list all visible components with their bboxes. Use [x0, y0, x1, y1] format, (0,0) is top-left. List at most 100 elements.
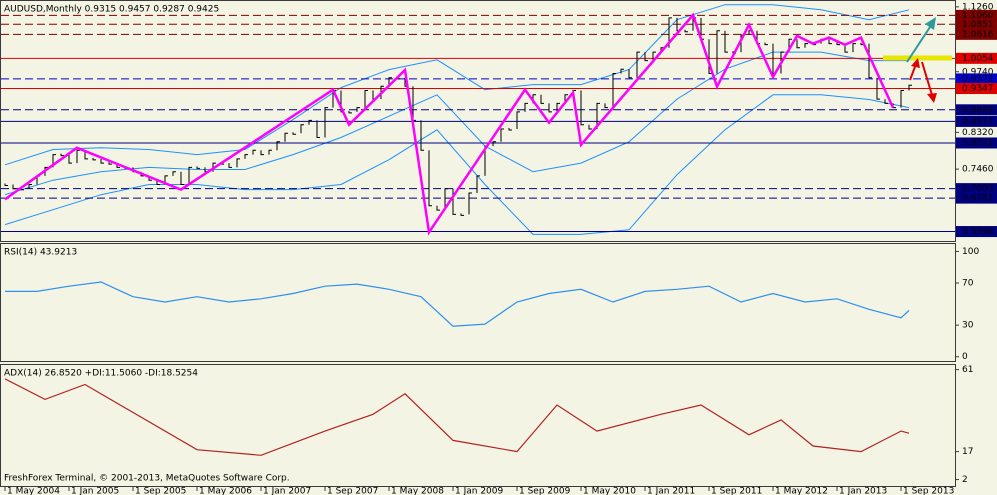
arrow-up	[906, 23, 933, 63]
price-bar	[796, 39, 800, 49]
level-label-box	[956, 183, 997, 195]
x-tick-label: 1 Sep 2013	[903, 487, 954, 495]
price-bar	[684, 29, 688, 33]
price-bar	[500, 128, 504, 142]
price-bar	[196, 166, 200, 169]
price-bar	[236, 158, 240, 168]
price-bar	[716, 30, 720, 74]
price-bar	[908, 84, 912, 91]
price-bar	[84, 150, 88, 160]
level-label-box	[956, 28, 997, 40]
band-upper	[4, 4, 910, 166]
price-bar	[348, 110, 352, 114]
price-bar	[284, 132, 288, 142]
price-bar	[604, 103, 608, 109]
price-bar	[324, 107, 328, 138]
x-tick-label: 1 Sep 2007	[327, 487, 378, 495]
price-bar	[228, 163, 232, 168]
price-bar	[244, 154, 248, 159]
price-bar	[260, 150, 264, 156]
y-tick-label: 0.9740	[962, 67, 994, 77]
price-bar	[444, 188, 448, 211]
price-bar	[156, 180, 160, 185]
price-bar	[172, 171, 176, 176]
price-bar	[644, 52, 648, 62]
price-bar	[636, 51, 640, 78]
price-bar	[596, 102, 600, 129]
level-label-box	[956, 73, 997, 85]
price-bar	[844, 43, 848, 53]
price-bar	[876, 77, 880, 100]
level-label: 0.5998	[962, 227, 994, 237]
x-tick-label: 1 Sep 2011	[711, 487, 762, 495]
level-label-box	[956, 52, 997, 64]
price-bar	[68, 154, 72, 164]
x-tick-label: 1 May 2012	[775, 487, 828, 495]
price-bar	[836, 42, 840, 46]
price-bar	[524, 102, 528, 112]
price-bar	[428, 150, 432, 207]
x-tick-label: 1 May 2008	[391, 487, 444, 495]
y-tick-label: 1.1260	[962, 2, 994, 12]
y-tick-label: 0.7460	[962, 165, 994, 175]
adx-panel	[0, 364, 956, 487]
price-bar	[276, 141, 280, 151]
adx-title: ADX(14) 26.8520 +DI:11.5060 -DI:18.5254	[4, 369, 198, 379]
x-tick-label: 1 May 2010	[583, 487, 636, 495]
price-bar	[628, 69, 632, 79]
level-label: 0.9572	[962, 74, 994, 84]
price-bar	[308, 119, 312, 125]
y-tick-label: 0.8320	[962, 128, 994, 138]
price-bar	[580, 90, 584, 126]
price-bar	[620, 68, 624, 74]
price-bar	[436, 205, 440, 211]
level-label-box	[956, 83, 997, 95]
price-bar	[388, 77, 392, 87]
level-label-box	[956, 18, 997, 30]
price-bar	[780, 51, 784, 74]
band-middle	[4, 51, 909, 196]
indicator-line	[5, 281, 910, 327]
price-bar	[540, 94, 544, 104]
price-bar	[588, 124, 592, 130]
level-label: 0.6781	[962, 194, 994, 204]
price-bar	[252, 149, 256, 155]
level-label: 1.0054	[962, 54, 994, 64]
x-tick-label: 1 Jan 2013	[839, 487, 887, 495]
price-title: AUDUSD,Monthly 0.9315 0.9457 0.9287 0.94…	[4, 5, 219, 15]
price-bar	[164, 175, 168, 185]
x-tick-label: 1 May 2006	[199, 487, 252, 495]
footer: FreshForex Terminal, © 2001-2013, MetaQu…	[4, 474, 290, 484]
x-tick-label: 1 Sep 2009	[519, 487, 571, 495]
price-bar	[300, 124, 304, 134]
level-label: 0.8072	[962, 138, 994, 148]
price-bar	[60, 153, 64, 157]
price-bar	[516, 111, 520, 129]
price-bar	[100, 158, 104, 164]
level-label-box	[956, 115, 997, 127]
price-bar	[724, 30, 728, 53]
price-bar	[4, 183, 8, 186]
price-bar	[420, 120, 424, 151]
indicator-line	[4, 378, 910, 456]
x-tick-label: 1 Jan 2011	[647, 487, 695, 495]
price-bar	[316, 120, 320, 138]
rsi-panel	[0, 243, 956, 362]
y-tick-label: 61	[962, 365, 973, 375]
rsi-title: RSI(14) 43.9213	[4, 248, 77, 258]
price-bar	[612, 73, 616, 108]
price-bar	[180, 171, 184, 185]
level-label: 0.7003	[962, 184, 994, 194]
price-bar	[468, 192, 472, 215]
x-tick-label: 1 Jan 2005	[71, 487, 119, 495]
level-label: 1.0851	[962, 20, 994, 30]
level-label-box	[956, 226, 997, 238]
price-bar	[44, 166, 48, 176]
x-tick-label: 1 Sep 2005	[135, 487, 186, 495]
price-bar	[804, 43, 808, 48]
arrow-head	[925, 17, 936, 30]
drawing-tools	[883, 17, 952, 103]
y-tick-label: 100	[962, 247, 979, 257]
